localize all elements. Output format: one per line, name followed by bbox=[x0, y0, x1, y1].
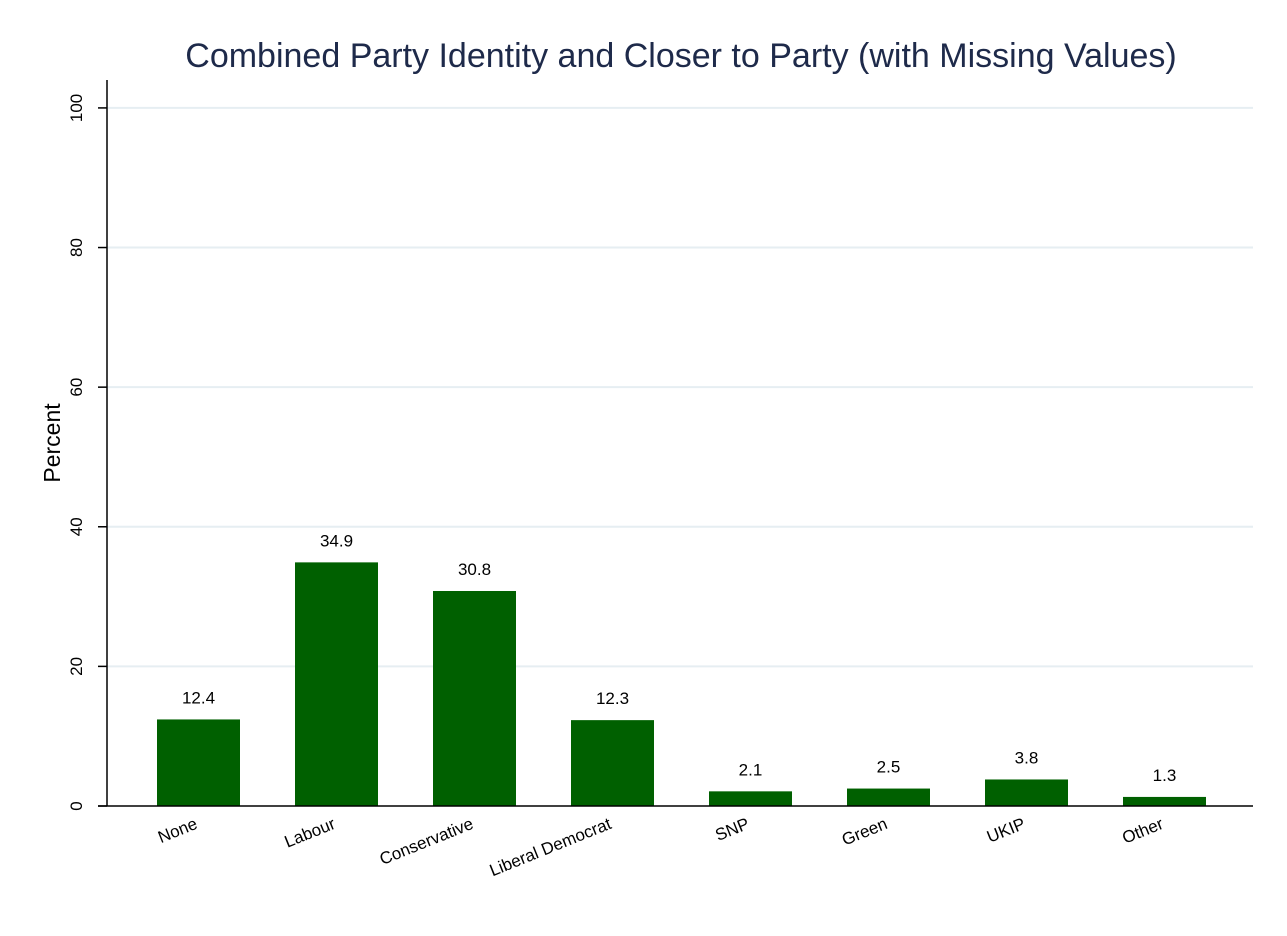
y-axis-label: Percent bbox=[39, 403, 65, 483]
bar-snp bbox=[709, 791, 792, 806]
x-tick-label: Other bbox=[1119, 814, 1166, 848]
bar-ukip bbox=[985, 779, 1068, 806]
x-tick-label: UKIP bbox=[984, 814, 1028, 846]
x-tick-label: Green bbox=[839, 814, 890, 849]
bar-value-label: 12.4 bbox=[182, 688, 215, 707]
bar-value-label: 2.1 bbox=[739, 760, 763, 779]
bar-value-label: 3.8 bbox=[1015, 748, 1039, 767]
bar-conservative bbox=[433, 590, 516, 806]
x-tick-label: SNP bbox=[712, 814, 752, 845]
bar-none bbox=[157, 719, 240, 806]
x-tick-label: Labour bbox=[282, 814, 339, 852]
bar-value-label: 2.5 bbox=[877, 758, 901, 777]
chart-title: Combined Party Identity and Closer to Pa… bbox=[185, 37, 1176, 75]
bar-value-label: 12.3 bbox=[596, 689, 629, 708]
y-tick-label: 100 bbox=[67, 94, 86, 122]
bar-value-label: 34.9 bbox=[320, 531, 353, 550]
y-tick-label: 20 bbox=[67, 657, 86, 676]
bar-other bbox=[1123, 796, 1206, 806]
bar-liberal-democrat bbox=[571, 720, 654, 806]
x-tick-label: Conservative bbox=[377, 814, 476, 869]
y-tick-label: 80 bbox=[67, 238, 86, 257]
y-tick-label: 60 bbox=[67, 378, 86, 397]
axes bbox=[98, 80, 1253, 807]
y-tick-label: 0 bbox=[67, 801, 86, 810]
bars bbox=[157, 562, 1206, 806]
x-tick-label: None bbox=[155, 814, 200, 847]
y-tick-label: 40 bbox=[67, 517, 86, 536]
x-tick-label: Liberal Democrat bbox=[487, 814, 614, 880]
bar-labour bbox=[295, 562, 378, 806]
bar-value-label: 1.3 bbox=[1153, 766, 1177, 785]
bar-green bbox=[847, 788, 930, 806]
bar-value-label: 30.8 bbox=[458, 560, 491, 579]
grid-lines bbox=[107, 106, 1253, 668]
